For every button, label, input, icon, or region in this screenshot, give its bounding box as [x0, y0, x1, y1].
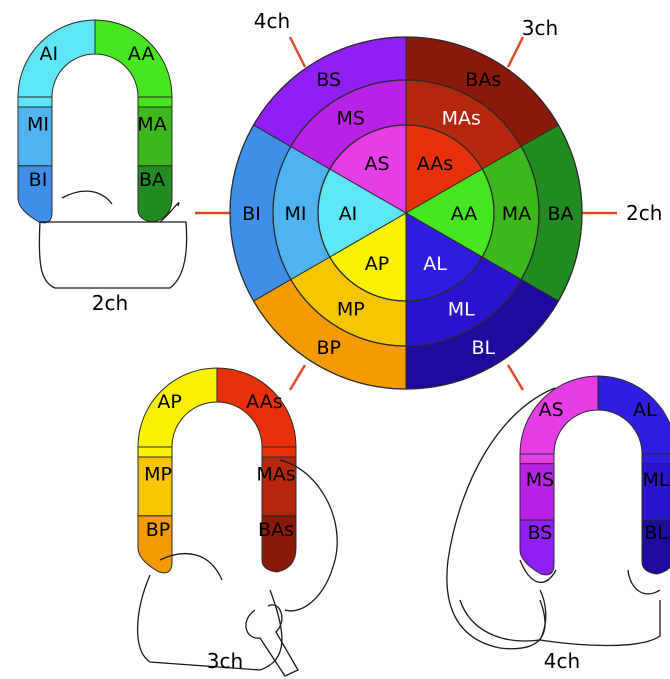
arch-segment-apical-left-wall: [17, 96, 53, 108]
valve-outline-2ch-right: [159, 202, 180, 223]
bullseye-label-ba: BA: [547, 203, 573, 225]
view-label-3ch-top: 3ch: [522, 16, 558, 40]
bullseye-label-ms: MS: [337, 107, 365, 129]
bullseye-label-bl: BL: [471, 337, 495, 359]
arch-label-mid-left: MP: [144, 463, 172, 485]
arch-segment-apical-left: [17, 19, 96, 98]
arch-segment-basal-left: [519, 519, 555, 576]
bullseye-label-mp: MP: [337, 299, 365, 321]
arch-segment-apical-right: [94, 19, 173, 98]
arch-label-apical-right: AA: [128, 43, 155, 65]
projection-line-3ch-bottom: [288, 364, 307, 391]
projection-line-4ch-top: [288, 36, 307, 68]
bullseye-ring-outline: [272, 79, 540, 347]
bullseye-label-bs: BS: [316, 69, 341, 91]
arch-segment-basal-right: [261, 515, 297, 573]
arch-segment-apical-right-wall: [261, 446, 297, 458]
bullseye-label-al: AL: [423, 253, 447, 275]
bullseye-label-bas: BAs: [465, 69, 501, 91]
bullseye-label-mas: MAs: [442, 107, 481, 129]
bullseye-ring-outline: [317, 124, 495, 302]
projection-line-4ch-bottom: [506, 364, 525, 391]
bullseye-label-mi: MI: [285, 203, 307, 225]
bullseye-label-bp: BP: [317, 337, 342, 359]
aorta-outline-3ch: [279, 459, 338, 612]
view-caption-4ch: 4ch: [544, 649, 580, 673]
view-caption-2ch: 2ch: [92, 291, 128, 315]
arch-segment-apical-left-wall: [519, 453, 555, 465]
bullseye-label-bi: BI: [242, 203, 261, 225]
arch-segment-apical-right: [216, 367, 297, 448]
valve-outline-3ch: [159, 553, 223, 581]
aortic-root-3ch: [245, 604, 299, 677]
bullseye-label-aa: AA: [451, 203, 478, 225]
bullseye-label-ml: ML: [448, 299, 475, 321]
bullseye-label-ai: AI: [339, 203, 358, 225]
arch-label-mid-left: MS: [526, 469, 554, 491]
valve-outline-2ch: [61, 190, 113, 205]
bullseye-label-aas: AAs: [417, 153, 453, 175]
bullseye-plot: BAs BA BL BP BI BS MAs MA ML MP MI MS AAs AA AL AP AI AS: [229, 36, 583, 390]
arch-label-basal-left: BI: [29, 169, 48, 191]
valve-outline-4ch-right: [627, 569, 661, 595]
arch-label-mid-right: MAs: [256, 463, 295, 485]
arch-segment-apical-left: [137, 367, 218, 448]
arch-label-mid-right: ML: [643, 469, 670, 491]
arch-label-basal-left: BS: [528, 522, 553, 544]
arch-segment-apical-right-wall: [137, 96, 173, 108]
arch-segment-apical-left-wall: [137, 446, 173, 458]
atrium-outline-2ch: [38, 221, 188, 289]
view-label-4ch-top: 4ch: [254, 9, 290, 33]
arch-segment-apical-right: [597, 375, 670, 455]
bullseye-ring-outline: [229, 36, 583, 390]
long-axis-view-4ch: AS AL MS ML BS BL: [446, 375, 670, 650]
atrium-outline-3ch: [136, 574, 283, 671]
valve-outline-4ch: [519, 559, 557, 583]
long-axis-view-3ch: AP AAs MP MAs BP BAs: [136, 367, 338, 677]
arch-label-basal-right: BA: [139, 169, 165, 191]
heart-outline-4ch: [446, 387, 556, 650]
arch-segment-apical-right-wall: [641, 453, 670, 465]
arch-label-apical-right: AAs: [246, 391, 282, 413]
bullseye-label-ap: AP: [365, 253, 389, 275]
atria-outline-4ch: [459, 589, 661, 647]
view-caption-3ch: 3ch: [207, 649, 243, 673]
arch-label-mid-left: MI: [27, 113, 49, 135]
arch-segment-basal-right: [641, 519, 670, 575]
arch-segment-apical-left: [519, 375, 599, 455]
bullseye-label-ma: MA: [502, 203, 531, 225]
projection-lines: [195, 36, 617, 391]
arch-label-apical-left: AI: [39, 43, 58, 65]
arch-label-apical-right: AL: [633, 399, 657, 421]
bullseye-label-as: AS: [364, 153, 389, 175]
arch-segment-basal-left: [17, 165, 53, 224]
arch-label-apical-left: AP: [157, 391, 181, 413]
projection-line-3ch-top: [506, 36, 525, 68]
arch-label-mid-right: MA: [137, 113, 166, 135]
view-label-2ch-right: 2ch: [626, 201, 662, 225]
arch-label-basal-right: BL: [644, 522, 668, 544]
long-axis-view-2ch: AI AA MI MA BI BA: [17, 19, 188, 289]
arch-label-basal-left: BP: [146, 519, 171, 541]
arch-label-apical-left: AS: [539, 399, 564, 421]
arch-label-basal-right: BAs: [258, 519, 294, 541]
